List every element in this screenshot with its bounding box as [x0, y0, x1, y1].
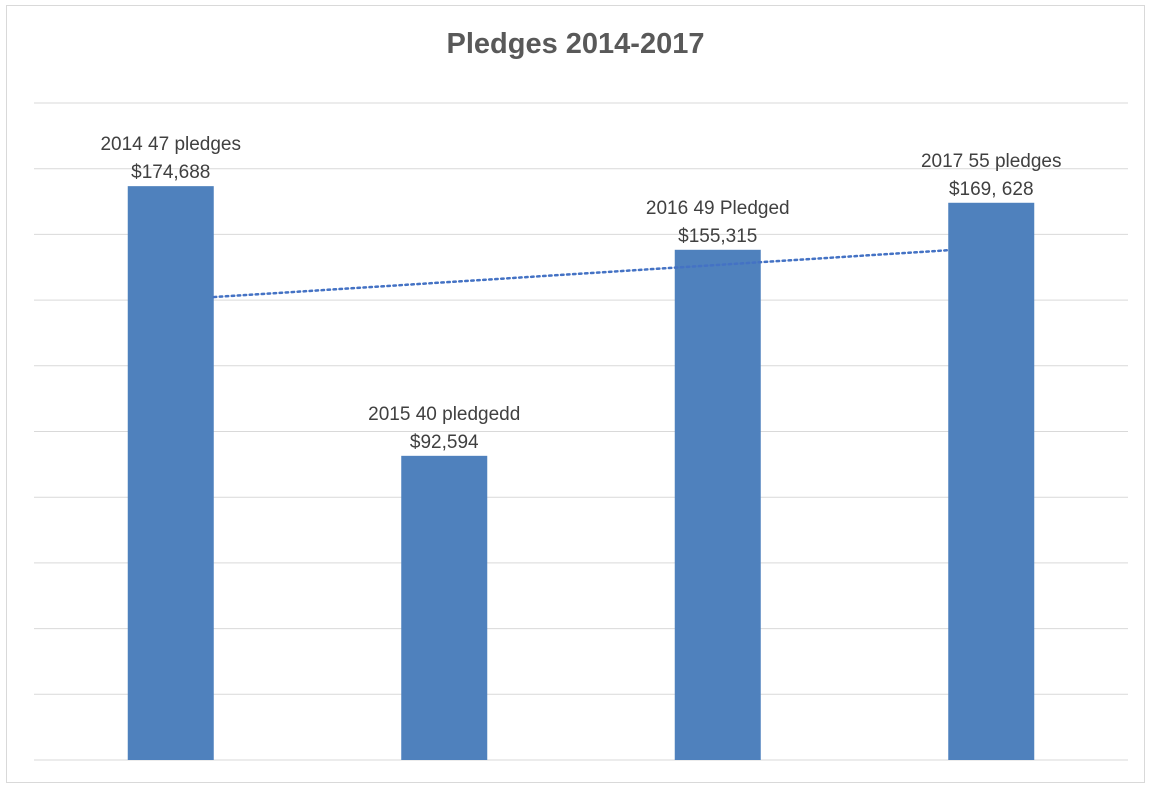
data-label-2017-line-2: $169, 628: [949, 179, 1034, 200]
data-label-2017-line-1: 2017 55 pledges: [921, 151, 1062, 172]
trendline: [212, 248, 950, 299]
data-label-2015-line-2: $92,594: [410, 432, 479, 453]
trendline-group: [212, 248, 950, 299]
bar-2016: [674, 249, 761, 760]
data-label-2014-line-2: $174,688: [131, 162, 210, 183]
data-labels: 2014 47 pledges $174,688 2015 40 pledgedd $…: [100, 134, 1061, 453]
gridlines: [34, 102, 1128, 761]
bars: [127, 186, 1035, 761]
data-label-2014-line-1: 2014 47 pledges: [100, 134, 241, 155]
data-label-2015-line-1: 2015 40 pledgedd: [368, 404, 520, 425]
bar-2015: [401, 455, 488, 760]
chart-title: Pledges 2014-2017: [446, 28, 705, 60]
data-label-2016-line-2: $155,315: [678, 226, 757, 247]
data-label-2016-line-1: 2016 49 Pledged: [646, 198, 790, 219]
bar-2017: [948, 202, 1035, 760]
bar-2014: [127, 186, 214, 761]
